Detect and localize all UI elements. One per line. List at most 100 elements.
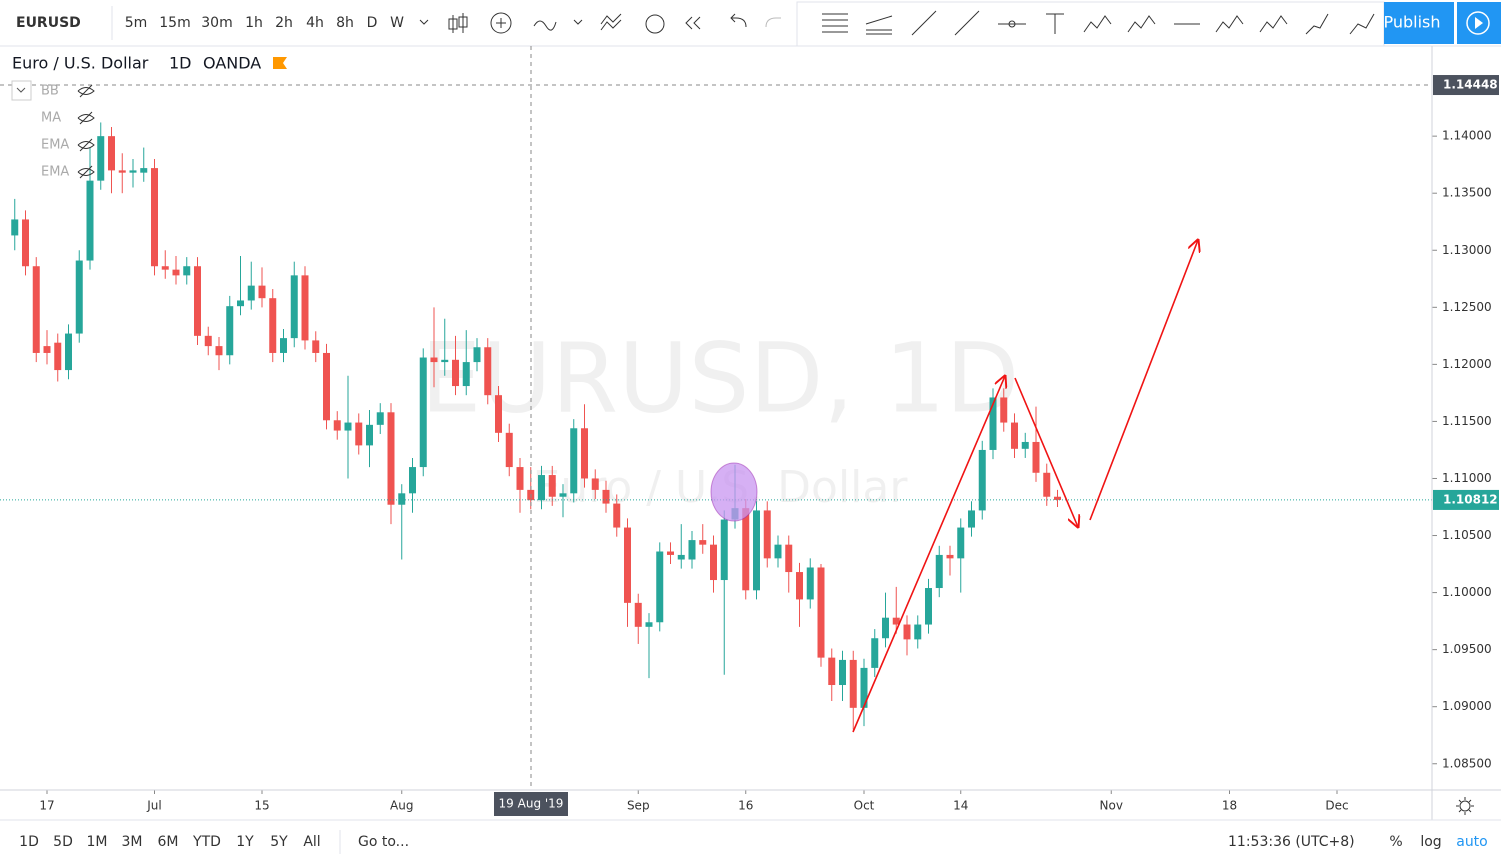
range-button[interactable]: 6M: [158, 834, 179, 850]
candle-body: [129, 170, 137, 173]
candle-body: [11, 219, 19, 236]
candle-body: [581, 428, 588, 479]
indicators-icon[interactable]: [600, 13, 622, 31]
candle-body: [473, 347, 481, 363]
range-button[interactable]: All: [303, 834, 320, 850]
y-tick-label: 1.09000: [1442, 699, 1492, 713]
legend-interval: 1D: [169, 54, 192, 73]
candle-body: [785, 544, 793, 573]
x-tick-label: Sep: [627, 799, 650, 813]
y-tick-label: 1.09500: [1442, 642, 1492, 656]
pattern-tool[interactable]: [1083, 15, 1112, 33]
cycle-tool[interactable]: [1349, 13, 1375, 35]
plus-icon: [496, 18, 506, 28]
arrow-up[interactable]: [852, 376, 1005, 733]
arrow-down[interactable]: [1014, 377, 1078, 527]
candle-body: [430, 357, 438, 363]
scale-option[interactable]: %: [1389, 834, 1402, 850]
abcd-tool[interactable]: [1127, 15, 1156, 33]
y-tick-label: 1.13500: [1442, 186, 1492, 200]
range-button[interactable]: 5Y: [270, 834, 288, 850]
candle-body: [645, 622, 653, 627]
goto-button[interactable]: Go to...: [358, 834, 409, 850]
text-tool[interactable]: [1046, 13, 1064, 34]
highlight-ellipse[interactable]: [710, 462, 758, 522]
candle-body: [892, 617, 900, 625]
candle-body: [753, 510, 760, 591]
channel-tool[interactable]: [865, 15, 893, 35]
ray-tool[interactable]: [954, 10, 980, 36]
scale-option[interactable]: auto: [1456, 834, 1488, 850]
range-button[interactable]: 1D: [19, 834, 39, 850]
collapse-button[interactable]: [11, 80, 32, 101]
candle-body: [344, 422, 352, 431]
replay-icon[interactable]: [685, 16, 701, 30]
candle-body: [247, 285, 255, 301]
candle-body: [570, 428, 578, 494]
interval-button[interactable]: D: [367, 15, 378, 31]
hidden-eye-icon[interactable]: [77, 84, 95, 98]
trend-line-tool[interactable]: [911, 10, 937, 36]
candle-body: [634, 602, 642, 627]
interval-button[interactable]: W: [390, 15, 404, 31]
scale-option[interactable]: log: [1420, 834, 1441, 850]
price-label-box: [1433, 489, 1499, 510]
candle-body: [495, 395, 502, 433]
dropdown-icon[interactable]: [573, 19, 583, 25]
range-button[interactable]: 5D: [53, 834, 73, 850]
hidden-eye-icon[interactable]: [77, 138, 95, 152]
candle-body: [914, 624, 922, 640]
dropdown-icon[interactable]: [419, 19, 429, 25]
indicator-add-icon[interactable]: [490, 12, 512, 34]
candle-body: [559, 493, 567, 497]
y-tick-label: 1.10000: [1442, 585, 1492, 599]
flag-icon[interactable]: [273, 57, 287, 69]
interval-button[interactable]: 5m: [125, 15, 148, 31]
alert-icon[interactable]: [645, 14, 665, 34]
candle-body: [871, 638, 879, 668]
candle-body: [677, 554, 685, 560]
undo-icon[interactable]: [730, 13, 747, 28]
hidden-eye-icon[interactable]: [77, 111, 95, 125]
interval-button[interactable]: 15m: [159, 15, 190, 31]
candle-body: [43, 346, 51, 353]
interval-button[interactable]: 4h: [306, 15, 324, 31]
symbol[interactable]: EURUSD: [16, 15, 81, 31]
arrow-projection[interactable]: [1089, 240, 1198, 521]
compare-icon[interactable]: [533, 20, 557, 31]
path-tool[interactable]: [1305, 13, 1329, 35]
publish-button[interactable]: [1384, 2, 1454, 44]
chart-style-icon[interactable]: [448, 13, 468, 33]
range-button[interactable]: 1Y: [236, 834, 254, 850]
crosshair-date-box: [494, 792, 568, 816]
redo-icon[interactable]: [765, 17, 781, 28]
range-button[interactable]: 1M: [87, 834, 108, 850]
interval-button[interactable]: 1h: [245, 15, 263, 31]
fib-tool[interactable]: [822, 13, 848, 33]
play-triangle: [1475, 17, 1483, 29]
candle-body: [806, 567, 814, 600]
hidden-eye-icon[interactable]: [77, 165, 95, 179]
elliott-tool[interactable]: [1215, 15, 1244, 33]
candle-body: [65, 333, 72, 371]
range-button[interactable]: YTD: [192, 834, 221, 850]
x-tick-label: Oct: [854, 799, 875, 813]
candle-body: [688, 540, 696, 560]
candle-body: [817, 567, 825, 658]
candle-body: [462, 362, 470, 387]
interval-button[interactable]: 2h: [275, 15, 293, 31]
range-button[interactable]: 3M: [122, 834, 143, 850]
y-tick-label: 1.10500: [1442, 528, 1492, 542]
candle-body: [710, 544, 717, 581]
candle-body: [290, 275, 298, 339]
interval-button[interactable]: 8h: [336, 15, 354, 31]
wave-tool[interactable]: [1259, 15, 1288, 33]
legend-source: OANDA: [203, 54, 261, 73]
candle-body: [452, 359, 459, 387]
settings-icon[interactable]: [1456, 797, 1474, 815]
candle-body: [720, 519, 728, 581]
candle-body: [946, 554, 954, 559]
interval-button[interactable]: 30m: [201, 15, 232, 31]
x-tick-label: 17: [39, 799, 54, 813]
publish-label[interactable]: Publish: [1383, 13, 1440, 32]
